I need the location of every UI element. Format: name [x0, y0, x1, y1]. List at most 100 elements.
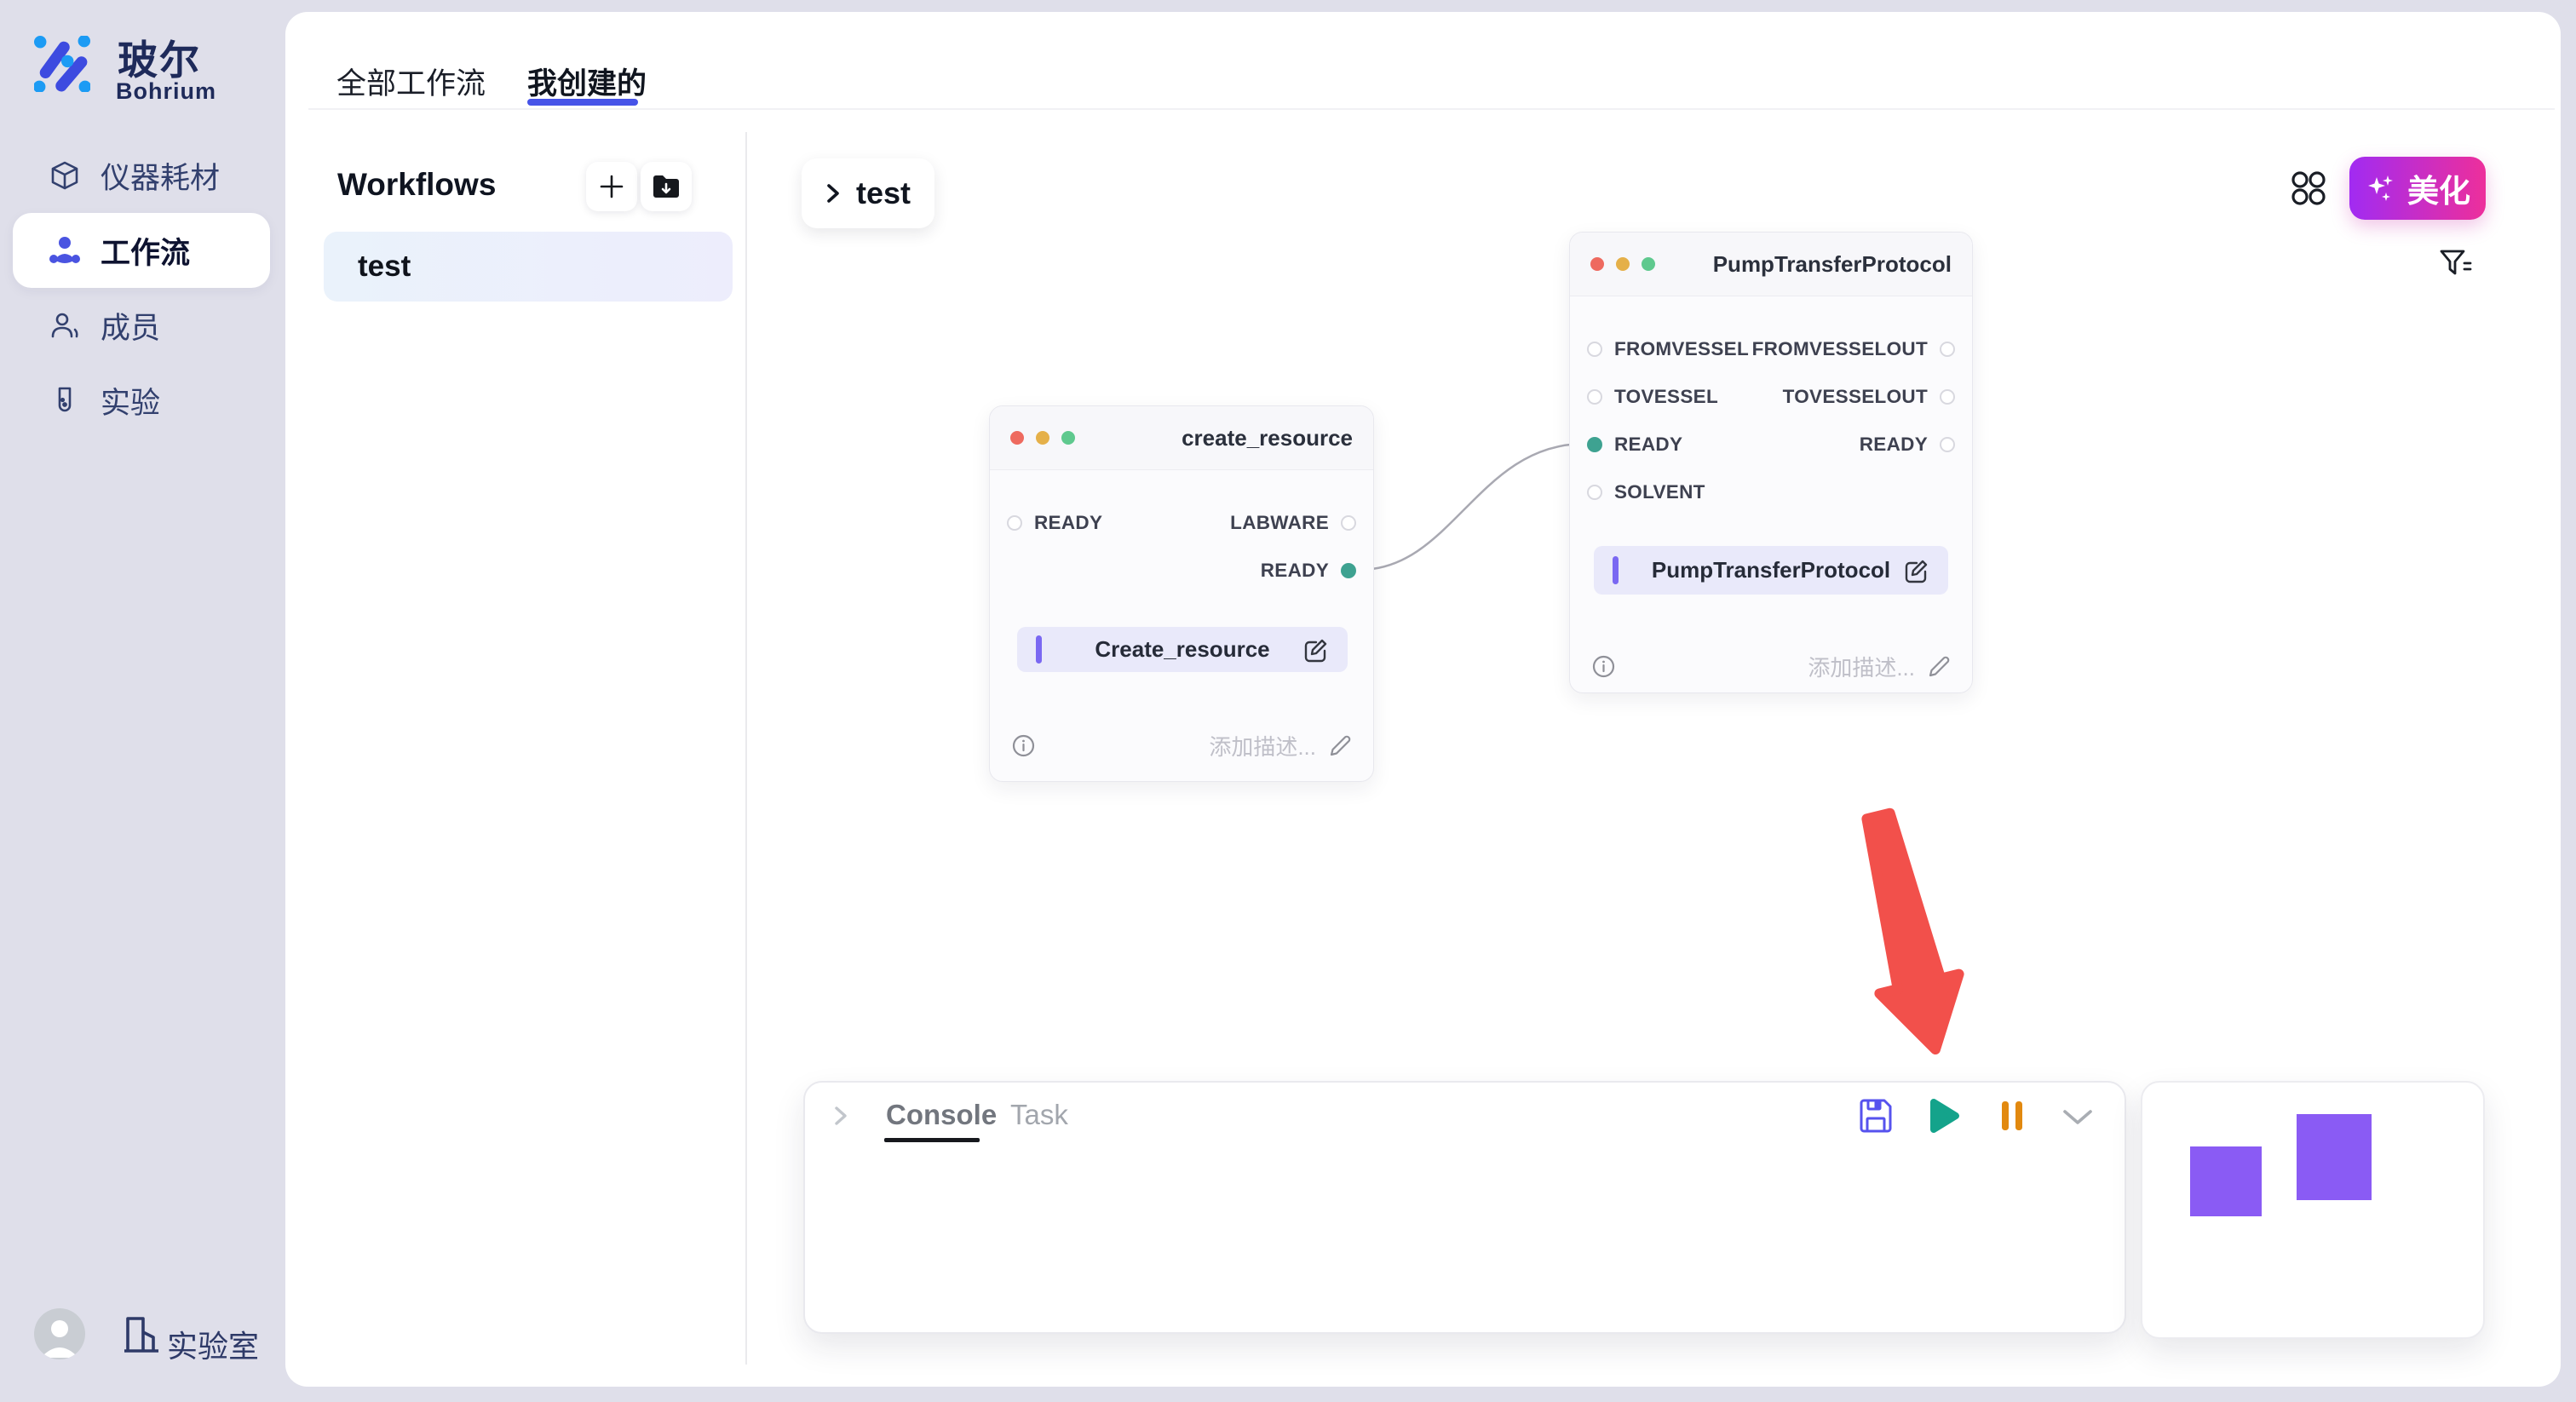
- add-workflow-button[interactable]: [586, 162, 637, 211]
- breadcrumb-label: test: [856, 175, 911, 210]
- command-layout-icon[interactable]: [2289, 169, 2328, 208]
- port-out-tovesselout[interactable]: TOVESSELOUT: [1783, 386, 1955, 408]
- sidebar-active-pill: [13, 213, 270, 288]
- dot-green-icon: [1061, 431, 1075, 445]
- node-title: PumpTransferProtocol: [1712, 250, 1952, 277]
- workflow-list-item-test[interactable]: test: [324, 232, 733, 302]
- chevron-right-icon: [827, 184, 839, 203]
- save-floppy-icon[interactable]: [1857, 1096, 1895, 1135]
- sidebar-item-label: 实验: [101, 386, 161, 420]
- dot-red-icon: [1010, 431, 1024, 445]
- beautify-button[interactable]: 美化: [2349, 157, 2486, 220]
- port-label: READY: [1260, 560, 1329, 581]
- canvas-breadcrumb-test[interactable]: test: [802, 158, 934, 228]
- port-label: READY: [1859, 434, 1928, 455]
- port-row: READY READY: [1570, 429, 1972, 460]
- sidebar-item-instruments[interactable]: 仪器耗材: [0, 138, 285, 213]
- node-footer: 添加描述...: [1592, 651, 1952, 681]
- node-action-create-resource[interactable]: Create_resource: [1017, 627, 1348, 672]
- port-circle-connected[interactable]: [1587, 437, 1602, 452]
- sidebar-item-experiments[interactable]: 实验: [0, 363, 285, 438]
- port-circle[interactable]: [1940, 389, 1955, 405]
- port-circle[interactable]: [1587, 342, 1602, 357]
- minimap-node-create-resource: [2190, 1146, 2262, 1216]
- panel-divider: [745, 132, 747, 1365]
- beautify-label: 美化: [2407, 174, 2470, 209]
- folder-download-icon: [653, 175, 679, 198]
- funnel-filter-icon[interactable]: [2436, 244, 2474, 282]
- sidebar-item-label: 仪器耗材: [101, 161, 221, 195]
- plus-icon: [600, 175, 624, 198]
- port-out-ready[interactable]: READY: [1860, 434, 1955, 456]
- tab-task[interactable]: Task: [1010, 1099, 1068, 1130]
- sidebar-item-workflow[interactable]: 工作流: [0, 213, 285, 288]
- node-header[interactable]: [1570, 233, 1972, 296]
- node-action-pump-transfer[interactable]: PumpTransferProtocol: [1594, 546, 1948, 595]
- port-label: READY: [1614, 434, 1683, 455]
- port-label: READY: [1034, 512, 1103, 533]
- description-placeholder[interactable]: 添加描述...: [1209, 733, 1316, 760]
- dot-red-icon: [1590, 257, 1604, 271]
- node-footer: 添加描述...: [1012, 730, 1353, 761]
- node-create-resource[interactable]: create_resource READY LABWARE READY Crea…: [989, 405, 1374, 782]
- traffic-dots: [1010, 431, 1075, 445]
- import-workflow-button[interactable]: [641, 162, 692, 211]
- port-in-tovessel[interactable]: TOVESSEL: [1587, 386, 1718, 408]
- sidebar: 玻尔 Bohrium 仪器耗材 工作流 成员: [0, 0, 285, 1402]
- port-out-ready[interactable]: READY: [1261, 560, 1356, 582]
- port-row: READY LABWARE: [990, 508, 1373, 538]
- port-circle[interactable]: [1940, 437, 1955, 452]
- port-label: SOLVENT: [1614, 481, 1705, 503]
- console-tab-underline: [884, 1138, 980, 1142]
- pencil-icon[interactable]: [1328, 733, 1353, 758]
- pause-icon[interactable]: [1998, 1099, 2026, 1133]
- workflow-users-icon: [48, 233, 82, 267]
- pencil-icon[interactable]: [1927, 654, 1952, 679]
- tab-console[interactable]: Console: [886, 1099, 998, 1130]
- port-row: FROMVESSEL FROMVESSELOUT: [1570, 334, 1972, 365]
- port-label: FROMVESSEL: [1614, 338, 1750, 359]
- pill-accent-bar: [1036, 635, 1042, 664]
- port-in-solvent[interactable]: SOLVENT: [1587, 481, 1705, 503]
- port-circle[interactable]: [1007, 515, 1022, 531]
- sidebar-item-members[interactable]: 成员: [0, 288, 285, 363]
- node-title: create_resource: [1182, 424, 1353, 451]
- sidebar-item-label: 工作流: [101, 236, 191, 270]
- port-in-ready[interactable]: READY: [1007, 512, 1102, 534]
- port-in-fromvessel[interactable]: FROMVESSEL: [1587, 338, 1749, 360]
- port-label: FROMVESSELOUT: [1751, 338, 1928, 359]
- edit-icon[interactable]: [1302, 636, 1329, 664]
- description-placeholder[interactable]: 添加描述...: [1808, 654, 1915, 681]
- port-circle[interactable]: [1940, 342, 1955, 357]
- tab-created-by-me[interactable]: 我创建的: [527, 67, 647, 101]
- port-in-ready[interactable]: READY: [1587, 434, 1682, 456]
- node-header[interactable]: [990, 406, 1373, 470]
- account-label[interactable]: 实验室: [167, 1329, 260, 1364]
- port-out-labware[interactable]: LABWARE: [1230, 512, 1356, 534]
- tab-all-workflows[interactable]: 全部工作流: [336, 67, 486, 101]
- console-expand-chevron-icon[interactable]: [830, 1102, 852, 1129]
- port-out-fromvesselout[interactable]: FROMVESSELOUT: [1752, 338, 1955, 360]
- info-icon[interactable]: [1012, 734, 1035, 757]
- info-icon[interactable]: [1592, 655, 1615, 678]
- edit-icon[interactable]: [1902, 557, 1929, 584]
- collapse-chevron-down-icon[interactable]: [2060, 1106, 2096, 1129]
- members-icon: [48, 308, 82, 342]
- dot-yellow-icon: [1616, 257, 1630, 271]
- port-label: LABWARE: [1230, 512, 1329, 533]
- tab-divider: [308, 108, 2555, 110]
- workflow-item-label: test: [358, 250, 411, 283]
- pill-label: Create_resource: [1095, 636, 1270, 662]
- sparkles-icon: [2368, 175, 2393, 201]
- port-row: READY: [990, 555, 1373, 586]
- node-pump-transfer-protocol[interactable]: PumpTransferProtocol FROMVESSEL FROMVESS…: [1569, 232, 1973, 693]
- port-label: TOVESSELOUT: [1782, 386, 1928, 407]
- console-panel: [803, 1081, 2126, 1334]
- avatar[interactable]: [34, 1308, 85, 1359]
- port-circle-connected[interactable]: [1341, 563, 1356, 578]
- lab-building-icon: [124, 1317, 158, 1353]
- run-play-icon[interactable]: [1927, 1097, 1961, 1135]
- port-circle[interactable]: [1341, 515, 1356, 531]
- port-circle[interactable]: [1587, 389, 1602, 405]
- port-circle[interactable]: [1587, 485, 1602, 500]
